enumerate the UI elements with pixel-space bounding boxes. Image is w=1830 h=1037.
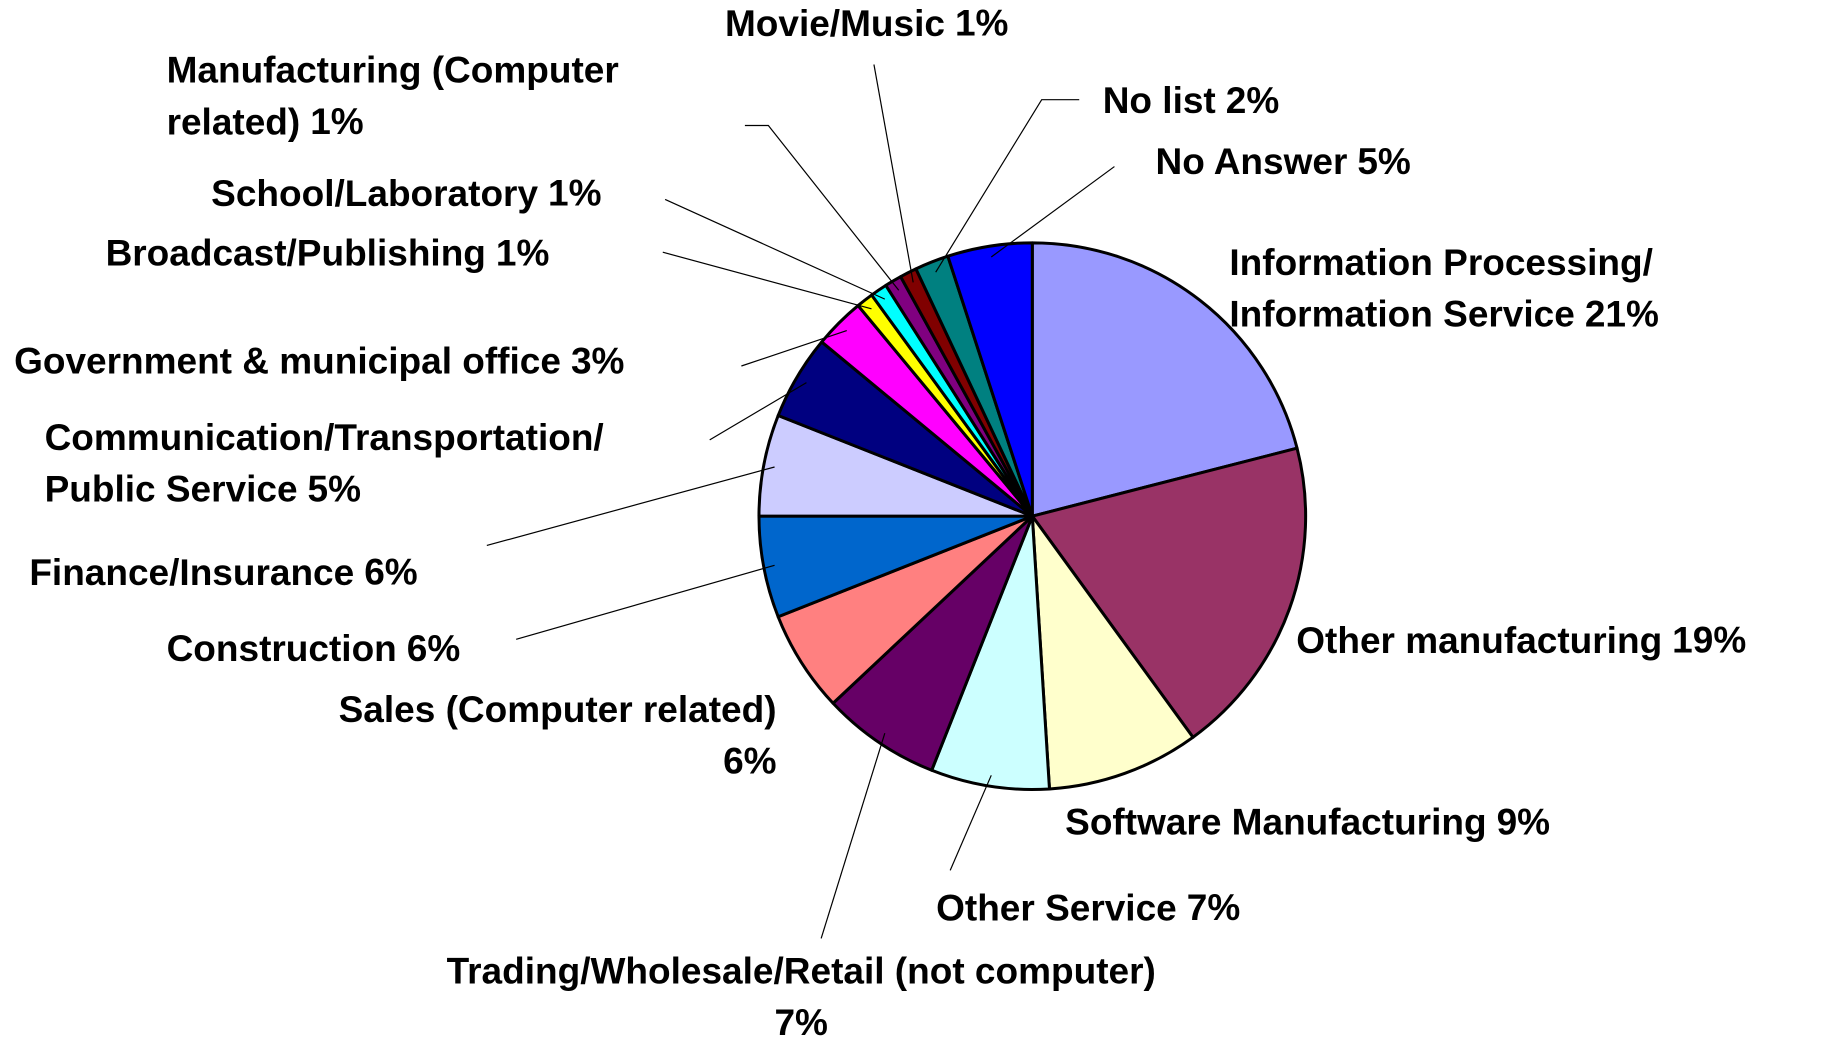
value-label: 7% — [774, 1002, 827, 1037]
leader-line — [709, 382, 807, 441]
pie-slice — [930, 514, 1051, 791]
slice-label: Information Processing/Information Servi… — [1229, 242, 1653, 335]
label-line: No Answer — [1155, 141, 1347, 182]
value-label: 2% — [1226, 80, 1279, 121]
label-line: Communication/Transportation/ — [45, 417, 604, 458]
label-line: Software Manufacturing — [1065, 801, 1486, 842]
slice-label: Movie/Music — [725, 3, 945, 44]
pie-slice — [831, 514, 1034, 772]
label-line: Trading/Wholesale/Retail (not computer) — [447, 950, 1156, 991]
label-line: School/Laboratory — [211, 173, 538, 214]
slice-label: No list — [1103, 80, 1216, 121]
leader-line — [515, 564, 775, 640]
value-label: 21% — [1585, 294, 1659, 335]
value-label: 6% — [364, 552, 417, 593]
slice-label: School/Laboratory — [211, 173, 538, 214]
value-label: 7% — [1187, 887, 1240, 928]
slice-label: Construction — [167, 628, 397, 669]
pie-slice — [1030, 241, 1299, 518]
slice-label: Other Service — [936, 887, 1177, 928]
leader-line — [873, 64, 914, 283]
label-line: Information Service — [1229, 294, 1574, 335]
leader-line — [820, 732, 886, 939]
label-line: No list — [1103, 80, 1216, 121]
leader-line — [744, 124, 900, 291]
pie-slice — [1030, 514, 1195, 791]
slice-label: Software Manufacturing — [1065, 801, 1486, 842]
value-label: 1% — [496, 233, 549, 274]
slice-label: Trading/Wholesale/Retail (not computer) — [447, 950, 1156, 991]
slice-label: Government & municipal office — [14, 340, 561, 381]
pie-slice — [1030, 446, 1308, 739]
value-label: 1% — [955, 3, 1008, 44]
label-line: Construction — [167, 628, 397, 669]
slice-label: Broadcast/Publishing — [106, 233, 486, 274]
label-line: Other manufacturing — [1296, 620, 1662, 661]
slice-label: Manufacturing (Computer related) — [167, 50, 619, 143]
leader-line — [935, 99, 1080, 273]
label-line: Manufacturing (Computer — [167, 50, 619, 91]
label-line: Movie/Music — [725, 3, 945, 44]
value-label: 5% — [308, 468, 361, 509]
value-label: 1% — [548, 173, 601, 214]
slice-label: Other manufacturing — [1296, 620, 1662, 661]
label-line: Finance/Insurance — [29, 552, 354, 593]
leader-line — [741, 330, 847, 367]
slice-label: Finance/Insurance — [29, 552, 354, 593]
slice-label: Sales (Computer related) — [339, 689, 777, 730]
label-line: related) — [167, 101, 301, 142]
value-label: 5% — [1357, 141, 1410, 182]
leader-line — [486, 466, 775, 547]
leader-line — [664, 198, 886, 300]
slice-label: No Answer — [1155, 141, 1347, 182]
value-label: 3% — [571, 340, 624, 381]
slice-label: Communication/Transportation/Public Serv… — [45, 417, 604, 510]
value-label: 1% — [310, 101, 363, 142]
pie-slice — [946, 241, 1034, 518]
leader-line — [662, 251, 872, 310]
value-label: 6% — [407, 628, 460, 669]
label-line: Broadcast/Publishing — [106, 233, 486, 274]
leader-line — [949, 775, 992, 871]
label-line: Information Processing/ — [1229, 242, 1653, 283]
label-line: Public Service — [45, 468, 298, 509]
label-line: Sales (Computer related) — [339, 689, 777, 730]
value-label: 9% — [1497, 801, 1550, 842]
value-label: 6% — [723, 740, 776, 781]
label-line: Other Service — [936, 887, 1177, 928]
label-line: Government & municipal office — [14, 340, 561, 381]
value-label: 19% — [1672, 620, 1746, 661]
leader-line — [990, 166, 1115, 258]
